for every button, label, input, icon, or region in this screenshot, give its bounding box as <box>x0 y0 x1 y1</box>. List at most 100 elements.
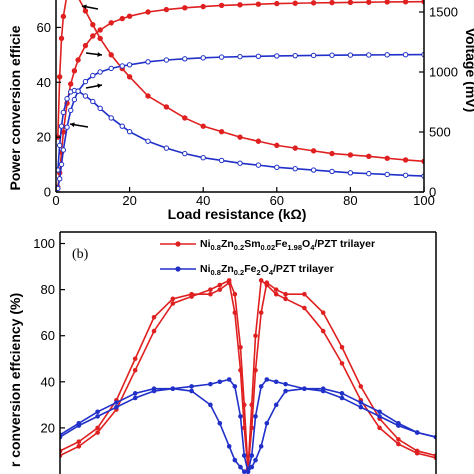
panel-b-series-1-point <box>273 402 279 408</box>
panel-a-series-0-point <box>347 152 354 158</box>
panel-b-series-1-point <box>253 414 258 419</box>
panel-a-series-1-point <box>292 0 298 6</box>
panel-b-series-0-point <box>264 280 270 286</box>
panel-b-series-1-point <box>396 420 401 426</box>
panel-b-series-0-values_up-line <box>60 278 436 470</box>
panel-a-series-3-line <box>57 53 424 189</box>
panel-b-series-0-point <box>189 291 194 297</box>
panel-a-series-0-point <box>329 150 335 157</box>
panel-a-series-0-point <box>126 74 133 80</box>
panel-a-series-0-line <box>57 0 424 163</box>
panel-a-series-3-point <box>145 59 151 65</box>
panel-b-series-0-point <box>253 333 258 339</box>
panel-b-series-1-point <box>208 381 213 387</box>
panel-b-series-0-point <box>238 344 243 350</box>
panel-a-series-1-point <box>182 5 188 11</box>
panel-b-series-1-point <box>189 384 194 389</box>
panel-a-series-1-point <box>274 0 280 7</box>
panel-a-series-1-point <box>68 81 74 87</box>
panel-b-series-1-point <box>238 414 243 419</box>
panel-a-series-1-point <box>126 13 133 19</box>
panel-a-series-2-point <box>108 115 114 121</box>
panel-b-series-1-point <box>258 444 264 449</box>
legend-entry-1: Ni0.8Zn0.2Fe2O4/PZT trilayer <box>200 263 334 277</box>
panel-a-series-1-point <box>218 2 225 9</box>
panel-b-series-1-point <box>339 395 345 401</box>
panel-b-series-0-point <box>95 430 100 435</box>
panel-a-series-2-point <box>56 142 63 149</box>
panel-b-series-0-point <box>132 356 138 362</box>
panel-a-series-3-point <box>384 52 390 58</box>
panel-a-annotation-arrow-3-head <box>70 122 75 128</box>
panel-a-series-2-point <box>384 171 390 178</box>
panel-a-series-0-point <box>58 35 65 42</box>
panel-b-series-1-point <box>226 377 232 382</box>
panel-a-series-0-point <box>310 148 317 154</box>
panel-b-series-0-point <box>217 282 223 288</box>
panel-a-series-2-point <box>402 172 409 178</box>
panel-b-series-0-point <box>273 291 279 297</box>
panel-a-series-3-point <box>97 69 103 75</box>
panel-b-series-1-point <box>241 453 247 458</box>
panel-a-series-2-point <box>366 170 372 177</box>
legend-swatch-marker-0 <box>175 241 181 247</box>
panel-a-series-0-point <box>56 74 63 80</box>
panel-b-series-1-point <box>264 377 270 382</box>
panel-a-series-1-point <box>82 42 89 49</box>
panel-a-series-3-point <box>90 72 96 79</box>
panel-a-series-1-point <box>310 0 317 6</box>
panel-a-x-axis-label: Load resistance (kΩ) <box>168 206 307 222</box>
panel-a-series-3-point <box>56 185 61 192</box>
panel-b-series-1-point <box>283 381 288 387</box>
panel-a-series-0-point <box>108 52 114 58</box>
panel-a-series-2-point <box>310 167 317 173</box>
panel-a-right-y-tick-label: 1000 <box>429 65 458 80</box>
panel-b-series-1-point <box>114 404 119 410</box>
panel-a-series-3-point <box>218 54 225 60</box>
panel-a-series-0-point <box>200 123 206 129</box>
panel-a-annotation-arrow-0-head <box>82 4 87 10</box>
panel-a-series-2-point <box>237 160 243 166</box>
panel-b-series-0-point <box>226 280 232 286</box>
panel-b-series-0-point <box>217 287 223 292</box>
panel-b-series-0-point <box>249 425 255 431</box>
panel-b-series-0-point <box>396 441 401 447</box>
panel-a-series-1-point <box>75 57 81 63</box>
panel-b-series-0-point <box>241 425 247 431</box>
panel-b-series-0-point <box>358 384 364 389</box>
panel-a-series-0-point <box>292 145 298 151</box>
panel-a-series-0-point <box>237 134 243 140</box>
panel-b-series-1-point <box>253 457 258 463</box>
panel-a-series-3-point <box>71 96 78 103</box>
panel-a-series-1-point <box>71 68 78 74</box>
panel-a-series-1-point <box>108 20 114 26</box>
panel-b-series-1-point <box>414 430 420 435</box>
panel-a-series-1-point <box>200 3 206 10</box>
panel-a-series-3-point <box>58 161 65 168</box>
panel-a-series-1-point <box>119 15 125 22</box>
panel-b-series-0-point <box>320 310 326 315</box>
panel-a-right-y-axis-label: Voltage (mV) <box>463 28 474 113</box>
panel-a-series-2-point <box>60 109 67 116</box>
panel-a-series-2-point <box>347 170 354 176</box>
panel-b-series-1-point <box>95 414 100 419</box>
panel-b-series-1-point <box>358 404 364 410</box>
panel-b-series-1-point <box>226 444 232 449</box>
panel-a-series-2-point <box>126 128 133 135</box>
panel-a-series-0-point <box>384 155 390 161</box>
panel-b-series-0-point <box>151 328 157 334</box>
panel-a-series-0-point <box>182 115 188 121</box>
panel-b-series-1-point <box>132 391 138 396</box>
panel-b-series-1-point <box>302 386 307 392</box>
panel-a-series-0-point <box>82 8 89 14</box>
panel-a-series-2-point <box>218 157 225 164</box>
panel-a-series-1-point <box>163 6 170 13</box>
panel-b-series-0-point <box>232 310 238 315</box>
panel-a-left-y-tick-label: 20 <box>37 130 51 145</box>
panel-b-series-0-point <box>170 296 176 302</box>
panel-a-series-3-point <box>56 176 63 182</box>
panel-b-y-tick-label: 80 <box>41 282 55 297</box>
panel-a-series-2-point <box>145 138 151 144</box>
